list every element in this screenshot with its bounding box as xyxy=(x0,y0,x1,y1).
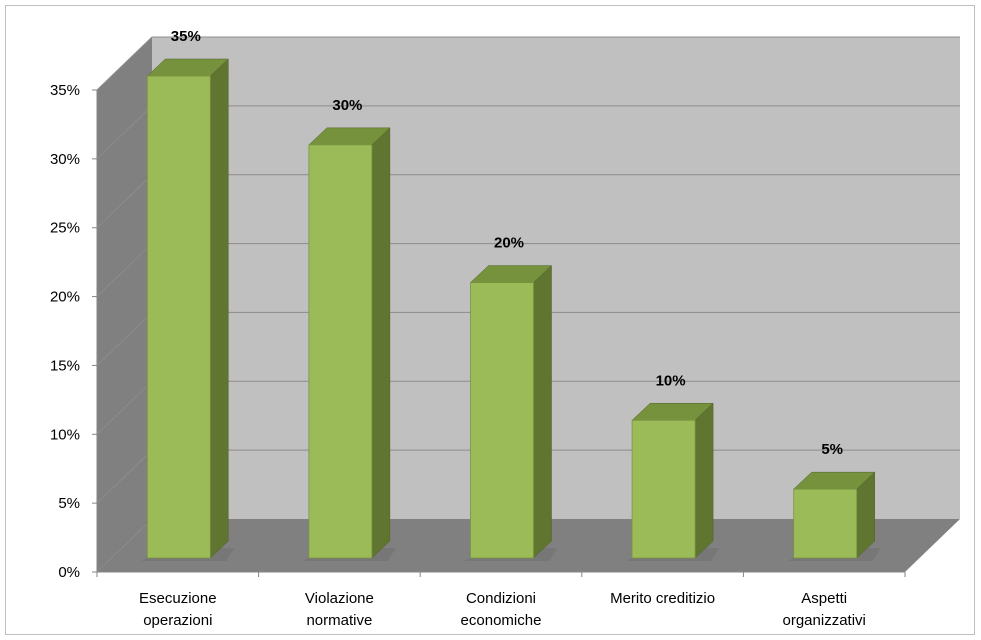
x-tick-label: economiche xyxy=(461,612,542,629)
data-label: 30% xyxy=(332,97,362,114)
bar xyxy=(308,144,373,559)
bar-side xyxy=(533,264,552,559)
y-tick-label: 5% xyxy=(58,495,80,512)
y-tick-label: 35% xyxy=(50,82,80,99)
data-label: 5% xyxy=(821,441,843,458)
x-tick-label: Aspetti xyxy=(801,590,847,607)
gridline-side xyxy=(96,449,153,504)
x-tick-label: Violazione xyxy=(305,590,374,607)
gridline-side xyxy=(96,312,153,366)
bar xyxy=(793,488,858,559)
y-tick-label: 25% xyxy=(50,220,80,237)
y-tick-label: 15% xyxy=(50,357,80,374)
bar xyxy=(631,419,696,559)
bar xyxy=(146,75,211,559)
x-tick-label: Esecuzione xyxy=(139,590,217,607)
bar-side xyxy=(371,127,391,559)
gridline-side xyxy=(96,36,153,91)
x-tick-label: operazioni xyxy=(143,612,212,629)
data-label: 20% xyxy=(494,235,524,252)
data-label: 35% xyxy=(171,28,201,45)
y-tick-label: 20% xyxy=(50,289,80,306)
y-tick-label: 10% xyxy=(50,426,80,443)
bar-side xyxy=(694,402,714,559)
gridline-side xyxy=(96,380,153,435)
y-tick-label: 0% xyxy=(58,564,80,581)
y-tick-label: 30% xyxy=(50,151,80,168)
data-label: 10% xyxy=(656,372,686,389)
x-tick-label: organizzativi xyxy=(783,612,866,629)
x-tick-label: normative xyxy=(306,612,372,629)
gridline-side xyxy=(96,105,153,160)
side-wall xyxy=(97,37,152,572)
x-tick-label: Condizioni xyxy=(466,590,536,607)
x-tick-label: Merito creditizio xyxy=(610,590,715,607)
bar xyxy=(470,282,534,559)
bar-side xyxy=(210,58,229,559)
gridline-side xyxy=(96,243,153,297)
gridline-side xyxy=(96,174,153,229)
